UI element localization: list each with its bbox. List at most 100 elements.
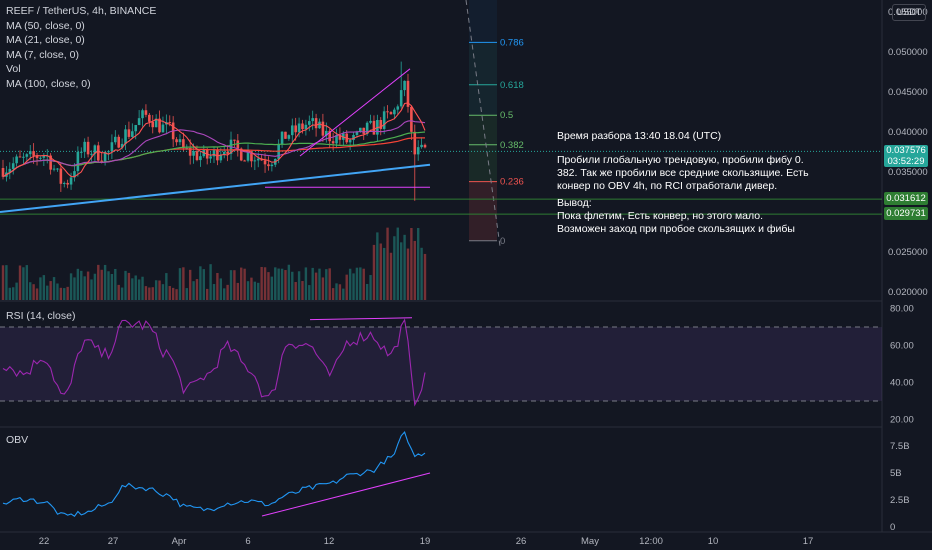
volume-bar bbox=[195, 279, 199, 300]
candle-body bbox=[56, 168, 59, 170]
volume-bar bbox=[345, 274, 348, 300]
volume-bar bbox=[308, 285, 311, 300]
fib-zone-top bbox=[469, 0, 497, 43]
candle-body bbox=[297, 123, 301, 133]
candle-body bbox=[307, 121, 311, 125]
volume-bar bbox=[311, 267, 314, 300]
volume-bar bbox=[243, 268, 246, 300]
candle-body bbox=[386, 111, 389, 113]
candle-body bbox=[168, 122, 172, 124]
volume-bar bbox=[229, 270, 233, 300]
candle-body bbox=[352, 134, 355, 141]
candle-body bbox=[287, 135, 291, 139]
fib-level-label: 0.618 bbox=[500, 80, 524, 91]
volume-bar bbox=[335, 283, 338, 300]
volume-bar bbox=[175, 289, 178, 300]
level2-price-tag: 0.029731 bbox=[884, 207, 928, 220]
rsi-tick-label: 60.00 bbox=[890, 341, 914, 352]
candle-body bbox=[253, 160, 257, 162]
candle-body bbox=[328, 130, 332, 142]
legend-ma100[interactable]: MA (100, close, 0) bbox=[6, 77, 91, 90]
volume-bar bbox=[185, 288, 188, 300]
time-tick-label: 27 bbox=[108, 536, 119, 547]
candle-body bbox=[73, 171, 76, 178]
volume-bar bbox=[110, 273, 114, 300]
legend-vol[interactable]: Vol bbox=[6, 63, 21, 76]
volume-bar bbox=[342, 288, 345, 300]
volume-bar bbox=[52, 277, 56, 300]
volume-bar bbox=[365, 283, 369, 300]
volume-bar bbox=[362, 268, 365, 300]
volume-bar bbox=[144, 286, 148, 300]
candle-body bbox=[236, 140, 240, 149]
fib-level-label: 0.382 bbox=[500, 140, 524, 151]
volume-bar bbox=[328, 268, 331, 300]
volume-bar bbox=[35, 288, 39, 300]
volume-bar bbox=[182, 267, 185, 300]
volume-bar bbox=[66, 286, 69, 300]
current-price-tag: 0.037576 03:52:29 bbox=[884, 145, 928, 167]
volume-bar bbox=[284, 270, 287, 300]
candle-body bbox=[233, 139, 236, 141]
candle-body bbox=[365, 122, 369, 134]
volume-bar bbox=[168, 286, 171, 300]
volume-bar bbox=[32, 284, 35, 300]
volume-bar bbox=[382, 247, 386, 300]
ma21-line bbox=[2, 120, 426, 178]
candle-body bbox=[199, 156, 202, 161]
volume-bar bbox=[158, 280, 161, 300]
candle-body bbox=[96, 145, 100, 161]
volume-bar bbox=[73, 277, 76, 300]
volume-bar bbox=[314, 272, 318, 300]
volume-bar bbox=[260, 266, 263, 300]
candle-body bbox=[321, 121, 325, 136]
volume-bar bbox=[325, 269, 328, 300]
volume-bar bbox=[49, 281, 52, 300]
candle-body bbox=[263, 160, 267, 165]
obv-tick-label: 0 bbox=[890, 522, 895, 533]
volume-bar bbox=[233, 270, 236, 300]
volume-bar bbox=[257, 282, 260, 300]
candle-body bbox=[301, 123, 304, 130]
fib-level-label: 0 bbox=[500, 236, 505, 247]
volume-bar bbox=[103, 264, 107, 300]
volume-bar bbox=[131, 278, 134, 300]
volume-bar bbox=[216, 273, 219, 300]
candle-body bbox=[137, 118, 141, 125]
time-tick-label: 22 bbox=[39, 536, 50, 547]
volume-bar bbox=[294, 282, 297, 300]
candle-body bbox=[117, 136, 121, 148]
legend-ma7[interactable]: MA (7, close, 0) bbox=[6, 48, 79, 61]
legend-ma50[interactable]: MA (50, close, 0) bbox=[6, 19, 85, 32]
candle-body bbox=[393, 109, 396, 115]
rsi-line bbox=[2, 318, 426, 407]
candle-body bbox=[219, 154, 223, 161]
volume-bar bbox=[413, 240, 416, 300]
legend-ma21[interactable]: MA (21, close, 0) bbox=[6, 34, 85, 47]
note-body: Пробили глобальную трендовую, пробили фи… bbox=[557, 154, 809, 192]
candle-body bbox=[410, 106, 413, 132]
volume-bar bbox=[8, 287, 12, 300]
volume-bar bbox=[171, 287, 175, 300]
volume-bar bbox=[205, 288, 209, 300]
volume-bar bbox=[15, 282, 18, 300]
volume-bar bbox=[100, 269, 103, 300]
volume-bar bbox=[148, 287, 151, 300]
price-tick-label: 0.020000 bbox=[888, 287, 928, 298]
volume-bar bbox=[29, 282, 32, 300]
candle-body bbox=[127, 129, 131, 137]
fib-level-label: 0.786 bbox=[500, 37, 524, 48]
candle-body bbox=[359, 127, 362, 132]
volume-bar bbox=[209, 264, 212, 300]
rsi-divergence-line bbox=[309, 317, 413, 321]
volume-bar bbox=[18, 265, 22, 300]
candle-body bbox=[382, 111, 386, 129]
candle-body bbox=[93, 145, 97, 154]
volume-bar bbox=[165, 273, 168, 300]
global-trendline bbox=[0, 163, 431, 213]
candle-body bbox=[141, 110, 144, 119]
currency-button[interactable]: USDT bbox=[892, 4, 926, 21]
candle-body bbox=[86, 141, 90, 155]
fib-zone-upper bbox=[469, 42, 497, 116]
